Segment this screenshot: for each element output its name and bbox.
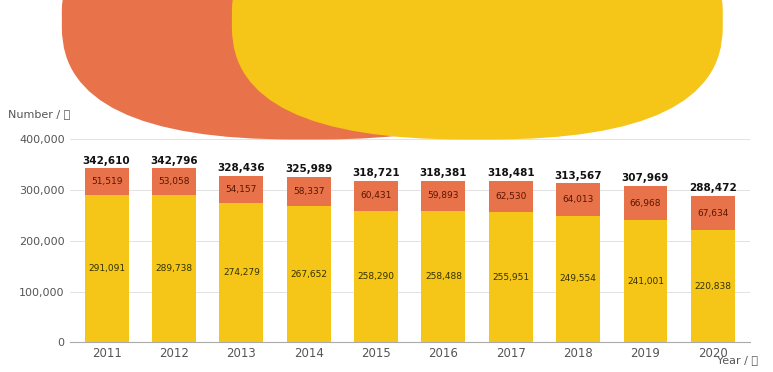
Text: 58,337: 58,337 [293, 187, 325, 196]
Bar [85, 195, 128, 342]
Text: 62,530: 62,530 [495, 192, 526, 201]
Bar [624, 220, 667, 342]
Text: 258,290: 258,290 [358, 272, 394, 281]
Text: 66,968: 66,968 [630, 199, 661, 208]
Text: Number of International
Patent Applications: Number of International Patent Applicati… [326, 11, 444, 33]
Text: 64,013: 64,013 [563, 195, 594, 204]
Text: Number of Patent Applications Excluding
International Patent Applications: Number of Patent Applications Excluding … [496, 11, 696, 33]
Text: 67,634: 67,634 [697, 209, 728, 218]
Bar [489, 181, 533, 212]
Bar [354, 211, 398, 342]
Bar [557, 216, 600, 342]
Bar [557, 183, 600, 216]
Text: 289,738: 289,738 [155, 264, 192, 273]
Text: 241,001: 241,001 [627, 277, 664, 286]
Text: 267,652: 267,652 [290, 270, 327, 279]
Text: 51,519: 51,519 [91, 177, 122, 186]
Text: 342,796: 342,796 [150, 156, 198, 166]
Text: 53,058: 53,058 [158, 177, 189, 186]
Text: 60,431: 60,431 [360, 191, 392, 201]
Text: Year / 年: Year / 年 [717, 355, 758, 365]
Bar [421, 181, 465, 211]
Bar [421, 211, 465, 342]
Text: 249,554: 249,554 [560, 275, 597, 283]
Text: 318,721: 318,721 [352, 168, 400, 178]
Bar [489, 212, 533, 342]
Text: 255,951: 255,951 [492, 273, 530, 282]
Bar [287, 206, 331, 342]
Text: 274,279: 274,279 [223, 268, 260, 277]
Text: 288,472: 288,472 [689, 183, 737, 193]
Bar [152, 169, 196, 195]
Bar [691, 196, 734, 230]
Text: 291,091: 291,091 [88, 264, 125, 273]
Text: 国際特許出願件数: 国際特許出願件数 [326, 28, 369, 37]
Bar [152, 195, 196, 342]
Text: 328,436: 328,436 [217, 163, 265, 173]
Text: 258,488: 258,488 [425, 272, 461, 281]
Bar [624, 186, 667, 220]
Text: 国際特許出願を除く特許出願件数: 国際特許出願を除く特許出願件数 [496, 28, 577, 37]
Text: 59,893: 59,893 [427, 192, 459, 201]
Text: 318,481: 318,481 [487, 168, 534, 178]
Text: 307,969: 307,969 [621, 173, 669, 183]
Text: 325,989: 325,989 [285, 164, 332, 174]
Text: 313,567: 313,567 [554, 171, 602, 181]
Text: 220,838: 220,838 [694, 282, 731, 291]
Bar [354, 180, 398, 211]
Bar [85, 169, 128, 195]
Text: 54,157: 54,157 [226, 185, 257, 194]
Bar [220, 176, 263, 203]
Bar [287, 177, 331, 206]
Bar [220, 203, 263, 342]
Text: 318,381: 318,381 [420, 168, 467, 178]
Text: 342,610: 342,610 [83, 156, 131, 166]
Bar [691, 230, 734, 342]
Text: Number / 件: Number / 件 [9, 109, 70, 119]
